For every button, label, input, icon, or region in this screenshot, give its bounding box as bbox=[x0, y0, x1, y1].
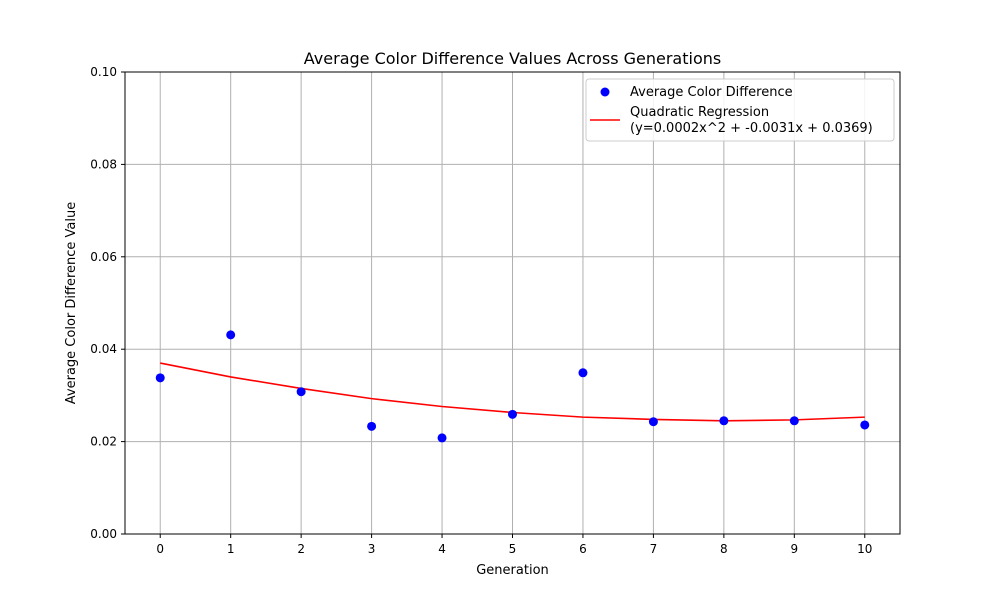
data-point bbox=[860, 420, 870, 430]
legend-marker-scatter bbox=[600, 87, 610, 97]
y-tick-label: 0.06 bbox=[90, 250, 117, 264]
legend-label-line-part: Quadratic Regression bbox=[630, 105, 769, 120]
chart-title: Average Color Difference Values Across G… bbox=[304, 49, 721, 68]
y-axis-label: Average Color Difference Value bbox=[64, 202, 79, 404]
x-tick-label: 5 bbox=[509, 542, 517, 556]
x-axis-ticks: 0 1 2 3 4 5 6 7 8 9 10 bbox=[156, 534, 872, 556]
legend-box bbox=[585, 78, 895, 142]
x-tick-label: 8 bbox=[720, 542, 728, 556]
x-tick-label: 3 bbox=[368, 542, 376, 556]
data-point bbox=[296, 387, 306, 397]
data-point bbox=[719, 416, 729, 426]
x-tick-label: 0 bbox=[156, 542, 164, 556]
data-point bbox=[226, 330, 236, 340]
plot-frame bbox=[124, 71, 901, 535]
y-tick-label: 0.02 bbox=[90, 435, 117, 449]
data-point bbox=[578, 368, 588, 378]
x-tick-label: 1 bbox=[227, 542, 235, 556]
x-tick-label: 9 bbox=[790, 542, 798, 556]
grid bbox=[125, 71, 900, 535]
series-layer bbox=[155, 330, 870, 443]
legend-label-line: Quadratic Regression (y=0.0002x^2 + -0.00… bbox=[630, 105, 873, 136]
x-tick-label: 7 bbox=[650, 542, 658, 556]
data-point bbox=[508, 409, 517, 419]
data-point bbox=[437, 433, 447, 443]
x-axis-label: Generation bbox=[476, 563, 549, 578]
data-point bbox=[789, 416, 799, 426]
y-tick-label: 0.10 bbox=[90, 65, 117, 79]
y-tick-label: 0.00 bbox=[90, 527, 117, 541]
data-point bbox=[155, 373, 165, 383]
y-tick-label: 0.08 bbox=[90, 157, 117, 171]
x-tick-label: 2 bbox=[297, 542, 305, 556]
data-point bbox=[648, 417, 658, 427]
legend-label-line-part: (y=0.0002x^2 + -0.0031x + 0.0369) bbox=[630, 121, 873, 136]
x-tick-label: 4 bbox=[438, 542, 446, 556]
y-axis-ticks: 0.00 0.02 0.04 0.06 0.08 0.10 bbox=[90, 65, 125, 541]
data-point bbox=[367, 421, 377, 431]
x-tick-label: 10 bbox=[857, 542, 872, 556]
legend-label-scatter: Average Color Difference bbox=[630, 85, 793, 100]
legend: Average Color Difference Quadratic Regres… bbox=[585, 78, 895, 142]
x-tick-label: 6 bbox=[579, 542, 587, 556]
y-tick-label: 0.04 bbox=[90, 342, 117, 356]
